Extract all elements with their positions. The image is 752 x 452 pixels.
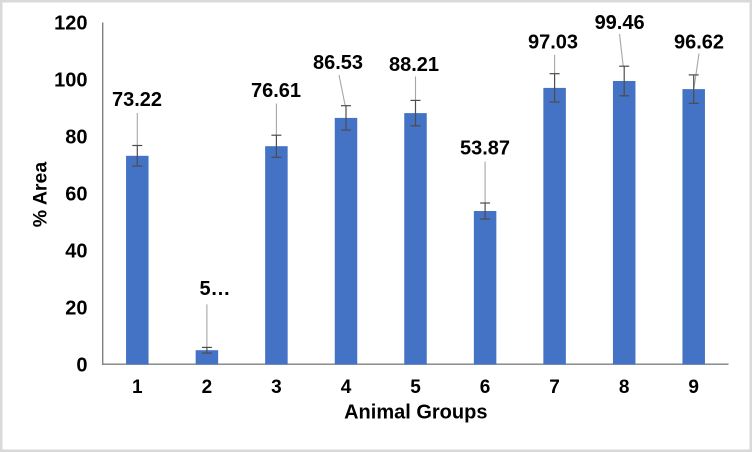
svg-text:20: 20: [65, 298, 87, 320]
svg-text:96.62: 96.62: [674, 32, 724, 54]
svg-text:76.61: 76.61: [251, 80, 301, 102]
svg-text:4: 4: [341, 377, 352, 398]
svg-text:120: 120: [54, 13, 87, 35]
svg-text:3: 3: [271, 377, 282, 398]
svg-text:73.22: 73.22: [112, 89, 162, 111]
svg-text:1: 1: [132, 377, 143, 398]
svg-text:53.87: 53.87: [460, 138, 510, 160]
svg-text:Animal Groups: Animal Groups: [344, 402, 487, 424]
svg-text:86.53: 86.53: [313, 52, 363, 74]
svg-text:97.03: 97.03: [528, 32, 578, 54]
svg-text:2: 2: [202, 377, 213, 398]
svg-text:8: 8: [619, 377, 630, 398]
svg-text:88.21: 88.21: [389, 54, 439, 76]
svg-text:0: 0: [76, 355, 87, 377]
svg-text:5…: 5…: [199, 278, 230, 300]
svg-text:6: 6: [480, 377, 491, 398]
svg-text:40: 40: [65, 241, 87, 263]
svg-text:7: 7: [549, 377, 560, 398]
svg-text:5: 5: [410, 377, 421, 398]
svg-text:100: 100: [54, 70, 87, 92]
svg-text:99.46: 99.46: [595, 12, 645, 34]
svg-text:80: 80: [65, 127, 87, 149]
svg-text:9: 9: [688, 377, 699, 398]
svg-text:60: 60: [65, 184, 87, 206]
svg-text:% Area: % Area: [30, 162, 52, 228]
